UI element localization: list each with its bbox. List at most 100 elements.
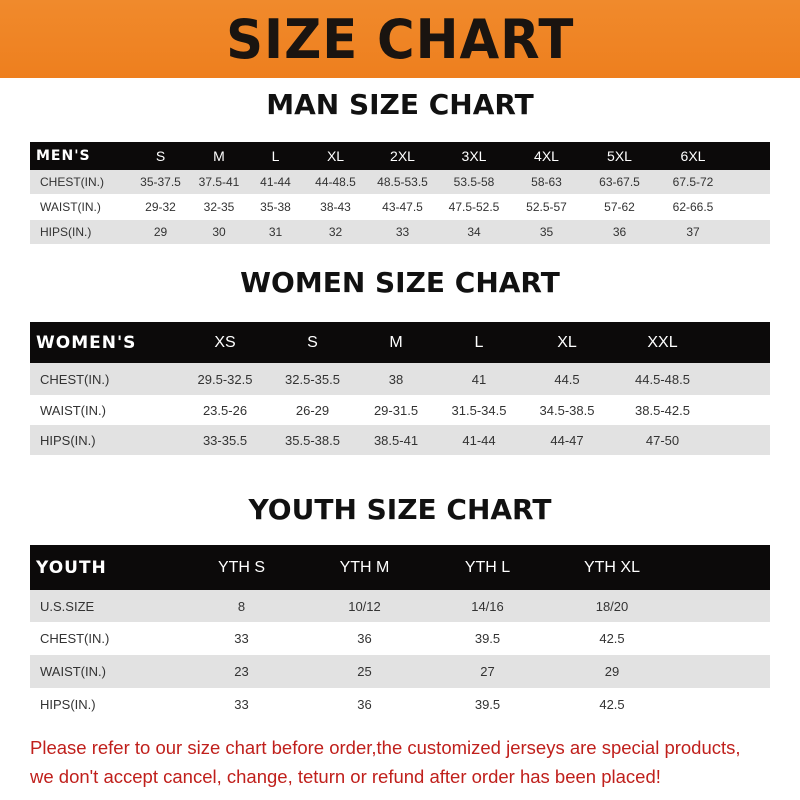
empty-cell — [730, 220, 770, 244]
cell: M — [191, 142, 247, 170]
empty-cell — [675, 688, 770, 720]
cell: L — [247, 142, 304, 170]
cell: 10/12 — [303, 590, 426, 622]
cell: XL — [304, 142, 367, 170]
cell: 58-63 — [510, 170, 583, 194]
cell: 37.5-41 — [191, 170, 247, 194]
cell: 63-67.5 — [583, 170, 656, 194]
row-label: WOMEN'S — [30, 322, 180, 363]
cell: 44-48.5 — [304, 170, 367, 194]
table-row: WAIST(IN.) 23.5-26 26-29 29-31.5 31.5-34.5 34… — [30, 395, 770, 425]
cell: 32.5-35.5 — [270, 363, 355, 395]
men-title: MAN SIZE CHART — [266, 88, 534, 121]
cell: S — [270, 322, 355, 363]
cell: 29-31.5 — [355, 395, 437, 425]
cell: XXL — [613, 322, 712, 363]
cell: 52.5-57 — [510, 194, 583, 220]
cell: 53.5-58 — [438, 170, 510, 194]
table-row: CHEST(IN.) 33 36 39.5 42.5 — [30, 622, 770, 655]
cell: 47.5-52.5 — [438, 194, 510, 220]
cell: 35 — [510, 220, 583, 244]
row-label: HIPS(IN.) — [30, 425, 180, 455]
row-label: YOUTH — [30, 545, 180, 590]
cell: 8 — [180, 590, 303, 622]
empty-cell — [675, 655, 770, 688]
cell: 62-66.5 — [656, 194, 730, 220]
empty-cell — [712, 395, 770, 425]
cell: 31 — [247, 220, 304, 244]
cell: 44.5-48.5 — [613, 363, 712, 395]
cell: 36 — [303, 688, 426, 720]
empty-cell — [730, 194, 770, 220]
cell: 48.5-53.5 — [367, 170, 438, 194]
row-label: CHEST(IN.) — [30, 622, 180, 655]
cell: 38 — [355, 363, 437, 395]
cell: 38.5-41 — [355, 425, 437, 455]
cell: 41-44 — [437, 425, 521, 455]
table-row: CHEST(IN.) 35-37.5 37.5-41 41-44 44-48.5 48.5… — [30, 170, 770, 194]
cell: YTH XL — [549, 545, 675, 590]
row-label: HIPS(IN.) — [30, 688, 180, 720]
cell: 36 — [303, 622, 426, 655]
cell: 41 — [437, 363, 521, 395]
cell: 41-44 — [247, 170, 304, 194]
notice-line: we don't accept cancel, change, teturn o… — [30, 766, 661, 787]
cell: 26-29 — [270, 395, 355, 425]
cell: 23.5-26 — [180, 395, 270, 425]
women-size-table: WOMEN'S XS S M L XL XXL CHEST(IN.) 29.5-32.5 32.5… — [30, 322, 770, 455]
header-row: MEN'S S M L XL 2XL 3XL 4XL 5XL 6XL — [30, 142, 770, 170]
cell: 27 — [426, 655, 549, 688]
cell: 35-37.5 — [130, 170, 191, 194]
table-row: HIPS(IN.) 29 30 31 32 33 34 35 36 37 — [30, 220, 770, 244]
cell: YTH M — [303, 545, 426, 590]
cell: 37 — [656, 220, 730, 244]
order-notice: Please refer to our size chart before or… — [30, 733, 790, 791]
cell: 25 — [303, 655, 426, 688]
cell: L — [437, 322, 521, 363]
banner: SIZE CHART — [0, 0, 800, 78]
cell: 35.5-38.5 — [270, 425, 355, 455]
cell: 34.5-38.5 — [521, 395, 613, 425]
cell: 30 — [191, 220, 247, 244]
table-row: WAIST(IN.) 29-32 32-35 35-38 38-43 43-47.5 47.… — [30, 194, 770, 220]
cell: 44.5 — [521, 363, 613, 395]
empty-cell — [712, 322, 770, 363]
cell: 39.5 — [426, 688, 549, 720]
row-label: HIPS(IN.) — [30, 220, 130, 244]
row-label: WAIST(IN.) — [30, 655, 180, 688]
empty-cell — [675, 622, 770, 655]
table-row: HIPS(IN.) 33-35.5 35.5-38.5 38.5-41 41-44 44-… — [30, 425, 770, 455]
table-row: CHEST(IN.) 29.5-32.5 32.5-35.5 38 41 44.5 44.5… — [30, 363, 770, 395]
empty-cell — [675, 590, 770, 622]
cell: 5XL — [583, 142, 656, 170]
row-label: WAIST(IN.) — [30, 395, 180, 425]
cell: 32 — [304, 220, 367, 244]
cell: 42.5 — [549, 622, 675, 655]
men-size-table: MEN'S S M L XL 2XL 3XL 4XL 5XL 6XL CHEST(IN.) 35-37… — [30, 142, 770, 244]
women-title: WOMEN SIZE CHART — [240, 266, 560, 299]
cell: 29-32 — [130, 194, 191, 220]
cell: 38-43 — [304, 194, 367, 220]
row-label: U.S.SIZE — [30, 590, 180, 622]
cell: 42.5 — [549, 688, 675, 720]
cell: 34 — [438, 220, 510, 244]
row-label: WAIST(IN.) — [30, 194, 130, 220]
cell: 44-47 — [521, 425, 613, 455]
cell: 14/16 — [426, 590, 549, 622]
banner-title: SIZE CHART — [225, 7, 575, 71]
cell: 29 — [130, 220, 191, 244]
cell: 33-35.5 — [180, 425, 270, 455]
cell: YTH S — [180, 545, 303, 590]
table-row: WAIST(IN.) 23 25 27 29 — [30, 655, 770, 688]
cell: 32-35 — [191, 194, 247, 220]
empty-cell — [712, 425, 770, 455]
youth-title: YOUTH SIZE CHART — [248, 493, 552, 526]
cell: 2XL — [367, 142, 438, 170]
cell: 23 — [180, 655, 303, 688]
cell: 29 — [549, 655, 675, 688]
cell: M — [355, 322, 437, 363]
cell: 47-50 — [613, 425, 712, 455]
table-row: HIPS(IN.) 33 36 39.5 42.5 — [30, 688, 770, 720]
empty-cell — [730, 142, 770, 170]
cell: 39.5 — [426, 622, 549, 655]
